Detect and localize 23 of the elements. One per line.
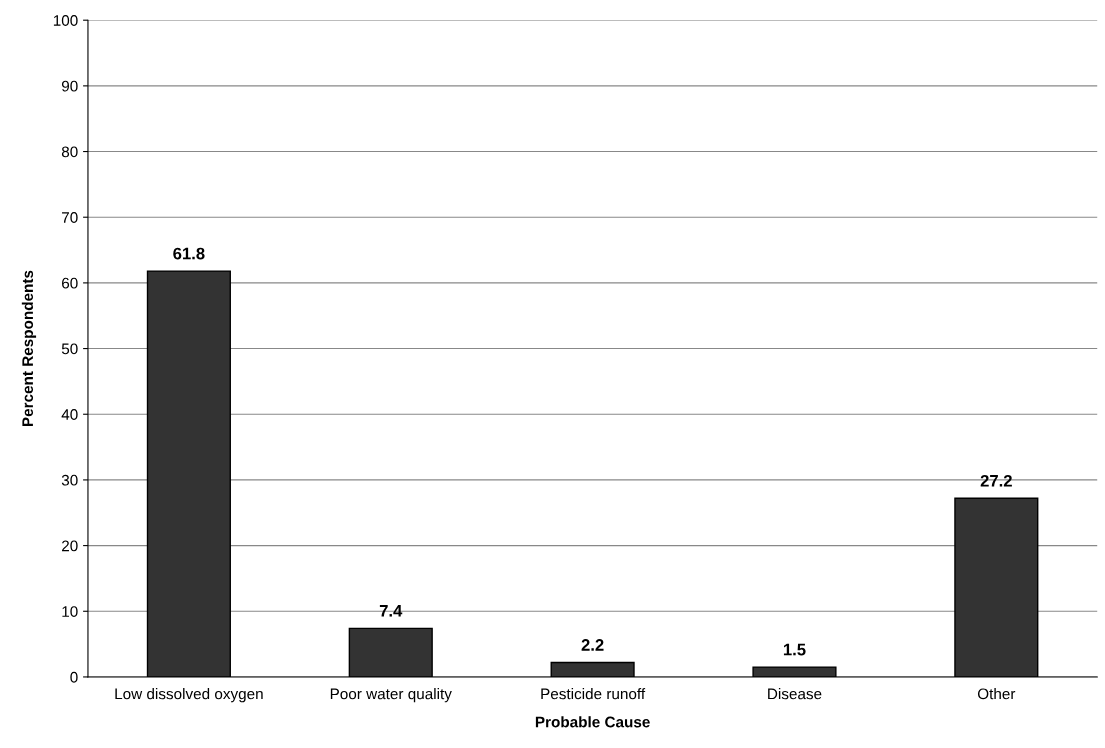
x-tick-label: Other	[977, 688, 1016, 700]
y-tick-label: 80	[61, 146, 78, 158]
x-tick-label: Disease	[768, 688, 822, 700]
data-label: 2.2	[581, 639, 604, 651]
y-tick-label: 60	[62, 277, 78, 289]
y-tick-label: 50	[61, 343, 78, 355]
y-tick-label: 40	[61, 409, 78, 420]
y-tick-label: 100	[53, 15, 78, 26]
data-label: 27.2	[980, 474, 1012, 487]
data-label: 1.5	[783, 643, 806, 656]
data-label: 7.4	[379, 605, 403, 617]
y-axis-title: Percent Respondents	[21, 270, 37, 427]
data-label: 61.8	[173, 247, 205, 260]
x-tick-label: Pesticide runoff	[541, 688, 646, 700]
y-tick-label: 10	[62, 606, 78, 617]
x-tick-label: Poor water quality	[330, 688, 452, 703]
y-tick-label: 0	[70, 671, 78, 683]
x-axis-title: Probable Cause	[535, 716, 650, 728]
y-tick-label: 70	[62, 212, 78, 223]
y-tick-label: 90	[61, 80, 78, 92]
y-tick-label: 20	[62, 540, 78, 552]
y-tick-label: 30	[61, 474, 78, 486]
x-tick-label: Low dissolved oxygen	[115, 688, 263, 703]
